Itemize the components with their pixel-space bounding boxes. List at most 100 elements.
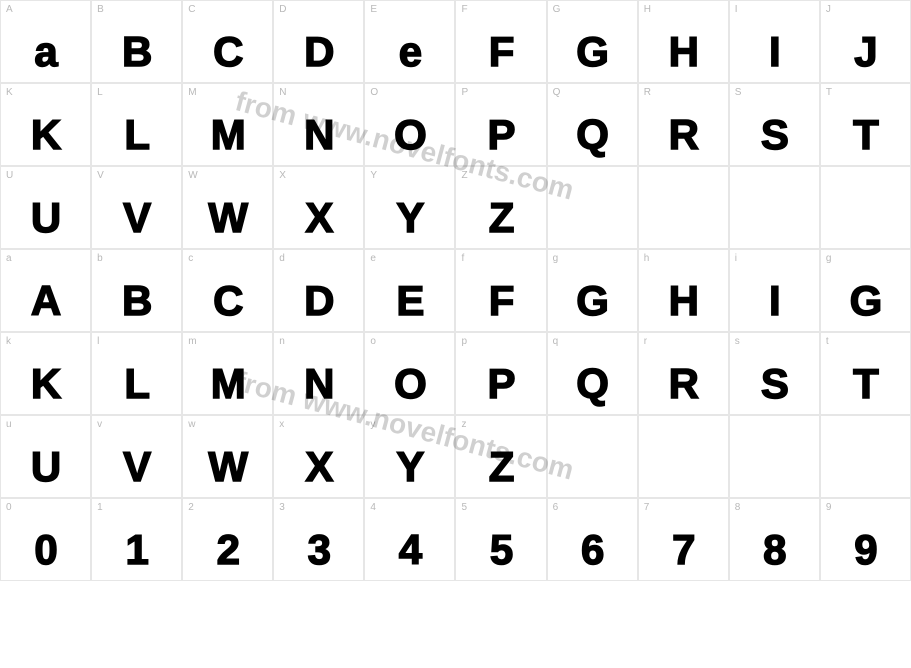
- glyph: I: [748, 31, 801, 72]
- glyph: O: [383, 114, 436, 155]
- cell-label: 8: [735, 502, 741, 513]
- character-map-grid: AaBBCCDDEeFFGGHHIIJJKKLLMMNNOOPPQQRRSSTT…: [0, 0, 911, 581]
- glyph-cell: fF: [455, 249, 546, 332]
- glyph: G: [566, 280, 619, 321]
- glyph-cell: [547, 166, 638, 249]
- glyph-cell: eE: [364, 249, 455, 332]
- cell-label: a: [6, 253, 12, 264]
- glyph: U: [19, 446, 72, 487]
- cell-label: Y: [370, 170, 377, 181]
- glyph: e: [383, 31, 436, 72]
- glyph: Y: [383, 197, 436, 238]
- cell-label: v: [97, 419, 102, 430]
- glyph-cell: qQ: [547, 332, 638, 415]
- cell-label: y: [370, 419, 375, 430]
- glyph: [839, 197, 892, 238]
- glyph-cell: zZ: [455, 415, 546, 498]
- glyph-cell: gG: [547, 249, 638, 332]
- cell-label: R: [644, 87, 651, 98]
- glyph-cell: GG: [547, 0, 638, 83]
- glyph-cell: bB: [91, 249, 182, 332]
- glyph-cell: 11: [91, 498, 182, 581]
- cell-label: r: [644, 336, 647, 347]
- cell-label: g: [826, 253, 832, 264]
- glyph-cell: PP: [455, 83, 546, 166]
- cell-label: l: [97, 336, 99, 347]
- glyph-cell: pP: [455, 332, 546, 415]
- glyph-cell: SS: [729, 83, 820, 166]
- cell-label: u: [6, 419, 12, 430]
- glyph: B: [110, 31, 163, 72]
- cell-label: h: [644, 253, 650, 264]
- glyph-cell: vV: [91, 415, 182, 498]
- glyph: T: [839, 363, 892, 404]
- glyph-cell: wW: [182, 415, 273, 498]
- glyph-cell: 99: [820, 498, 911, 581]
- glyph: 9: [839, 529, 892, 570]
- glyph: T: [839, 114, 892, 155]
- cell-label: E: [370, 4, 377, 15]
- glyph: E: [383, 280, 436, 321]
- glyph: Q: [566, 363, 619, 404]
- cell-label: g: [553, 253, 559, 264]
- cell-label: e: [370, 253, 376, 264]
- glyph: V: [110, 197, 163, 238]
- cell-label: z: [461, 419, 466, 430]
- cell-label: t: [826, 336, 829, 347]
- cell-label: Z: [461, 170, 467, 181]
- cell-label: p: [461, 336, 467, 347]
- glyph: M: [201, 363, 254, 404]
- cell-label: q: [553, 336, 559, 347]
- glyph-cell: hH: [638, 249, 729, 332]
- glyph: 7: [657, 529, 710, 570]
- glyph: S: [748, 363, 801, 404]
- glyph-cell: 66: [547, 498, 638, 581]
- glyph-cell: kK: [0, 332, 91, 415]
- glyph: V: [110, 446, 163, 487]
- glyph: G: [839, 280, 892, 321]
- glyph: 3: [292, 529, 345, 570]
- glyph-cell: [729, 166, 820, 249]
- glyph-cell: aA: [0, 249, 91, 332]
- cell-label: I: [735, 4, 738, 15]
- glyph: 0: [19, 529, 72, 570]
- glyph-cell: [729, 415, 820, 498]
- glyph-cell: mM: [182, 332, 273, 415]
- cell-label: W: [188, 170, 197, 181]
- glyph: W: [201, 197, 254, 238]
- cell-label: 7: [644, 502, 650, 513]
- cell-label: H: [644, 4, 651, 15]
- glyph: [748, 446, 801, 487]
- cell-label: U: [6, 170, 13, 181]
- cell-label: d: [279, 253, 285, 264]
- cell-label: M: [188, 87, 196, 98]
- glyph: a: [19, 31, 72, 72]
- glyph: R: [657, 363, 710, 404]
- glyph-cell: 33: [273, 498, 364, 581]
- glyph: R: [657, 114, 710, 155]
- cell-label: s: [735, 336, 740, 347]
- glyph: [657, 446, 710, 487]
- glyph-cell: [547, 415, 638, 498]
- cell-label: b: [97, 253, 103, 264]
- glyph-cell: iI: [729, 249, 820, 332]
- glyph: Y: [383, 446, 436, 487]
- glyph: X: [292, 446, 345, 487]
- glyph-cell: [820, 166, 911, 249]
- glyph: O: [383, 363, 436, 404]
- glyph: [657, 197, 710, 238]
- glyph: C: [201, 280, 254, 321]
- glyph-cell: lL: [91, 332, 182, 415]
- cell-label: A: [6, 4, 13, 15]
- glyph: W: [201, 446, 254, 487]
- cell-label: N: [279, 87, 286, 98]
- cell-label: w: [188, 419, 195, 430]
- cell-label: i: [735, 253, 737, 264]
- glyph: Z: [474, 197, 527, 238]
- glyph-cell: CC: [182, 0, 273, 83]
- glyph: [566, 446, 619, 487]
- cell-label: O: [370, 87, 378, 98]
- cell-label: G: [553, 4, 561, 15]
- glyph: I: [748, 280, 801, 321]
- glyph: B: [110, 280, 163, 321]
